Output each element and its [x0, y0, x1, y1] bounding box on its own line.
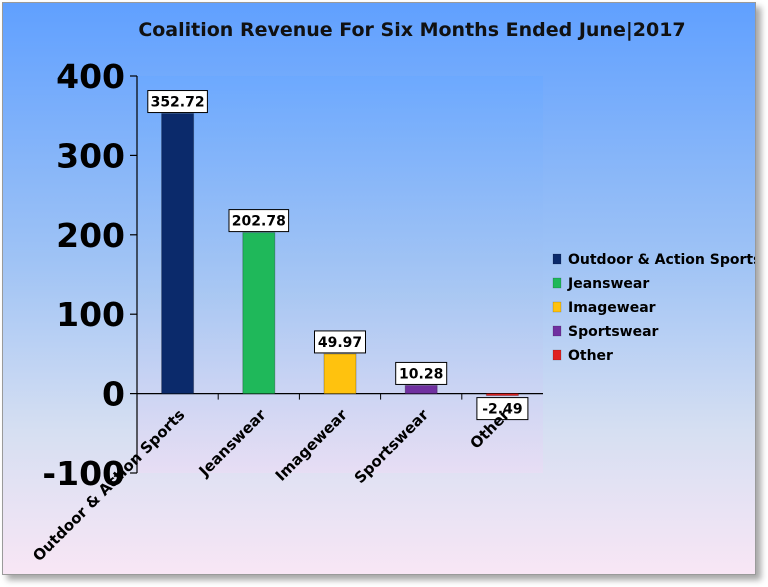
legend-label: Jeanswear	[567, 276, 649, 292]
chart-frame: Coalition Revenue For Six Months Ended J…	[2, 2, 756, 575]
bar	[161, 113, 195, 395]
data-label: 49.97	[318, 335, 362, 351]
legend-label: Imagewear	[568, 300, 656, 316]
legend-swatch	[552, 301, 562, 313]
chart-title: Coalition Revenue For Six Months Ended J…	[138, 19, 686, 41]
bar-chart: -100 0 100 200 300 400 352.72 Outdoor & Action …	[29, 57, 755, 565]
data-label: 10.28	[399, 366, 443, 382]
y-tick-label: 300	[56, 136, 125, 175]
y-tick-label: 100	[56, 295, 125, 334]
data-label: 202.78	[232, 214, 286, 230]
y-tick-label: 200	[56, 216, 125, 255]
legend-label: Sportswear	[568, 324, 659, 340]
data-label-box	[228, 209, 290, 233]
plot-area	[137, 76, 543, 473]
bar	[323, 353, 357, 395]
y-tick-label: 0	[102, 375, 125, 414]
bar	[242, 232, 276, 395]
data-label-box	[476, 397, 529, 421]
y-tick-label: 400	[56, 57, 125, 96]
data-label-box	[147, 90, 208, 114]
bar	[404, 384, 438, 395]
data-label-box	[314, 330, 366, 354]
data-label-box	[395, 361, 448, 385]
legend-swatch	[552, 349, 562, 361]
data-label: -2.49	[482, 402, 522, 418]
y-tick-label: -100	[42, 454, 125, 493]
legend-swatch	[552, 277, 562, 289]
data-label: 352.72	[151, 95, 205, 111]
legend-label: Outdoor & Action Sports	[568, 252, 755, 268]
legend-swatch	[552, 253, 562, 265]
bar	[485, 393, 519, 397]
legend-label: Other	[568, 348, 613, 364]
legend-swatch	[552, 325, 562, 337]
